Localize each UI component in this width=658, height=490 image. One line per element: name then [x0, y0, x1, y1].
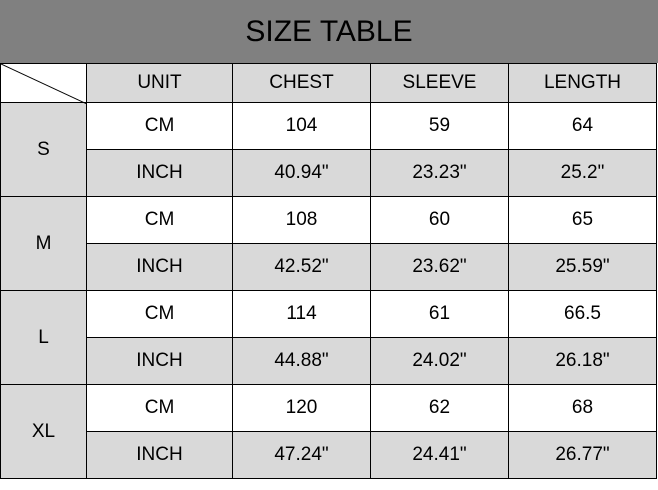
cell-length: 25.2" — [508, 149, 657, 197]
size-label: M — [0, 196, 87, 291]
cell-chest: 120 — [232, 384, 371, 432]
cell-sleeve: 23.23" — [370, 149, 509, 197]
cell-sleeve: 24.02" — [370, 337, 509, 385]
cell-chest: 47.24" — [232, 431, 371, 479]
cell-sleeve: 62 — [370, 384, 509, 432]
table-title: SIZE TABLE — [0, 0, 658, 63]
size-label: L — [0, 290, 87, 385]
cell-unit: CM — [86, 196, 233, 244]
cell-sleeve: 60 — [370, 196, 509, 244]
cell-chest: 114 — [232, 290, 371, 338]
cell-length: 68 — [508, 384, 657, 432]
table-row: XL CM 120 62 68 — [0, 384, 657, 479]
cell-chest: 42.52" — [232, 243, 371, 291]
cell-unit: CM — [86, 102, 233, 150]
size-table: UNIT CHEST SLEEVE LENGTH S CM 104 59 64 INCH 4… — [0, 63, 657, 479]
cell-chest: 104 — [232, 102, 371, 150]
cell-length: 66.5 — [508, 290, 657, 338]
cell-chest: 40.94" — [232, 149, 371, 197]
header-unit: UNIT — [86, 63, 233, 103]
cell-chest: 108 — [232, 196, 371, 244]
cell-sleeve: 23.62" — [370, 243, 509, 291]
cell-length: 26.77" — [508, 431, 657, 479]
size-label: S — [0, 102, 87, 197]
diagonal-line — [1, 64, 87, 104]
header-row: UNIT CHEST SLEEVE LENGTH — [0, 63, 657, 104]
table-row: M CM 108 60 65 — [0, 196, 657, 291]
table-row: S CM 104 59 64 — [0, 102, 657, 197]
cell-unit: INCH — [86, 243, 233, 291]
table-row: INCH 40.94" 23.23" 25.2" — [1, 149, 657, 197]
cell-unit: INCH — [86, 337, 233, 385]
cell-unit: INCH — [86, 149, 233, 197]
table-row: INCH 44.88" 24.02" 26.18" — [1, 337, 657, 385]
cell-length: 25.59" — [508, 243, 657, 291]
size-label: XL — [0, 384, 87, 479]
cell-length: 65 — [508, 196, 657, 244]
cell-chest: 44.88" — [232, 337, 371, 385]
cell-sleeve: 59 — [370, 102, 509, 150]
cell-unit: CM — [86, 290, 233, 338]
header-sleeve: SLEEVE — [370, 63, 509, 103]
cell-sleeve: 24.41" — [370, 431, 509, 479]
table-row: INCH 47.24" 24.41" 26.77" — [1, 431, 657, 479]
cell-sleeve: 61 — [370, 290, 509, 338]
header-length: LENGTH — [508, 63, 657, 103]
cell-length: 64 — [508, 102, 657, 150]
table-row: INCH 42.52" 23.62" 25.59" — [1, 243, 657, 291]
cell-unit: INCH — [86, 431, 233, 479]
cell-length: 26.18" — [508, 337, 657, 385]
header-chest: CHEST — [232, 63, 371, 103]
cell-unit: CM — [86, 384, 233, 432]
corner-cell — [0, 63, 87, 104]
table-row: L CM 114 61 66.5 — [0, 290, 657, 385]
